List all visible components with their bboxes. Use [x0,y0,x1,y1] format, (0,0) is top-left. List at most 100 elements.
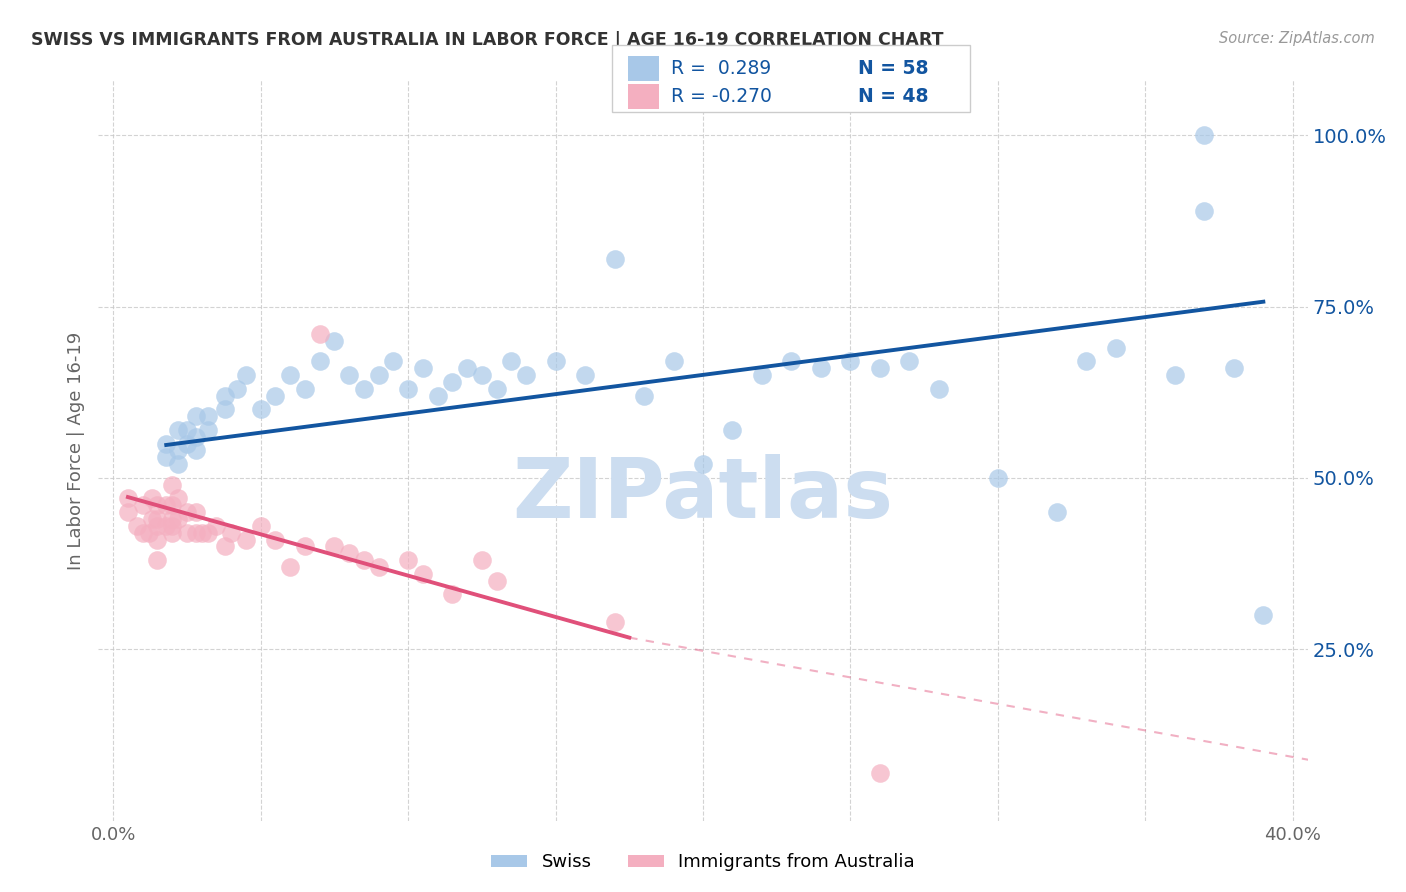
Point [167,491,190,506]
Point [1105,341,1128,355]
Legend: Swiss, Immigrants from Australia: Swiss, Immigrants from Australia [484,847,922,879]
Point [138,525,160,540]
Text: N = 58: N = 58 [858,59,928,78]
Point [839,354,862,368]
Point [264,389,287,403]
Point [264,533,287,547]
Point [603,615,626,629]
Point [353,553,375,567]
Point [780,354,803,368]
Point [167,443,190,458]
Point [294,540,316,554]
Point [603,252,626,266]
Point [1194,128,1216,142]
Point [160,512,183,526]
Text: R =  0.289: R = 0.289 [671,59,770,78]
Point [190,525,212,540]
Point [456,361,478,376]
Point [515,368,537,382]
Point [176,505,198,519]
Text: ZIPatlas: ZIPatlas [513,454,893,535]
Point [155,450,177,465]
Point [197,525,219,540]
Point [278,368,301,382]
Point [633,389,655,403]
Point [1046,505,1069,519]
Point [1223,361,1246,376]
Point [167,512,190,526]
Point [692,457,714,471]
Point [721,423,744,437]
Point [176,423,198,437]
Point [898,354,921,368]
Point [1164,368,1187,382]
Point [353,382,375,396]
Point [160,498,183,512]
Text: N = 48: N = 48 [858,87,928,106]
Point [471,368,494,382]
Point [249,402,271,417]
Point [323,334,346,348]
Point [382,354,405,368]
Point [928,382,950,396]
Text: SWISS VS IMMIGRANTS FROM AUSTRALIA IN LABOR FORCE | AGE 16-19 CORRELATION CHART: SWISS VS IMMIGRANTS FROM AUSTRALIA IN LA… [31,31,943,49]
Point [214,540,236,554]
Point [294,382,316,396]
Point [219,525,242,540]
Point [214,402,236,417]
Text: Source: ZipAtlas.com: Source: ZipAtlas.com [1219,31,1375,46]
Point [810,361,832,376]
Point [987,471,1010,485]
Point [146,553,169,567]
Point [412,361,434,376]
Point [167,457,190,471]
Point [396,382,419,396]
Point [197,409,219,424]
Point [869,361,891,376]
Point [131,525,153,540]
Point [501,354,523,368]
Point [412,566,434,581]
Point [146,512,169,526]
Point [176,525,198,540]
Point [184,409,207,424]
Point [751,368,773,382]
Point [155,498,177,512]
Point [197,423,219,437]
Point [131,498,153,512]
Point [125,519,148,533]
Point [214,389,236,403]
Point [337,368,360,382]
Point [1076,354,1098,368]
Text: R = -0.270: R = -0.270 [671,87,772,106]
Point [426,389,449,403]
Y-axis label: In Labor Force | Age 16-19: In Labor Force | Age 16-19 [66,331,84,570]
Point [160,525,183,540]
Point [205,519,228,533]
Point [184,443,207,458]
Point [184,525,207,540]
Point [308,354,330,368]
Point [574,368,596,382]
Point [117,491,139,506]
Point [155,519,177,533]
Point [176,436,198,450]
Point [141,512,163,526]
Point [278,560,301,574]
Point [146,498,169,512]
Point [471,553,494,567]
Point [485,574,508,588]
Point [117,505,139,519]
Point [869,765,891,780]
Point [441,587,464,601]
Point [441,375,464,389]
Point [167,423,190,437]
Point [485,382,508,396]
Point [160,519,183,533]
Point [367,560,389,574]
Point [226,382,249,396]
Point [1253,607,1275,622]
Point [141,491,163,506]
Point [249,519,271,533]
Point [308,326,330,341]
